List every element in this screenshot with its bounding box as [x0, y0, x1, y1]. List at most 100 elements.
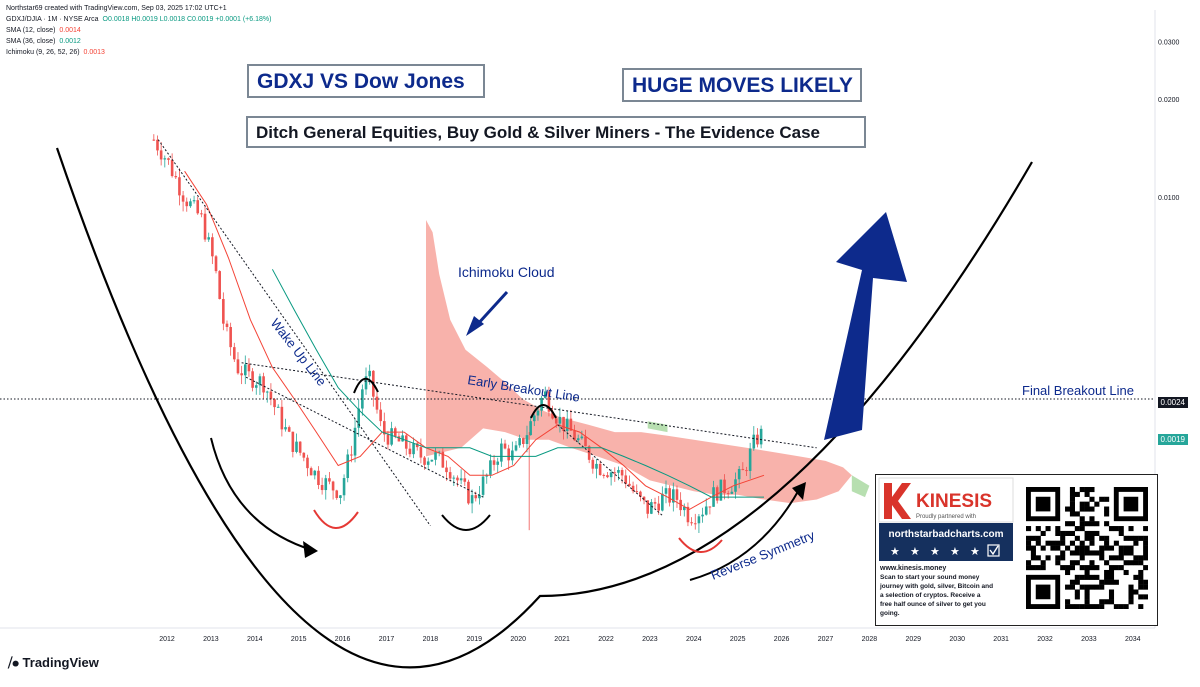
- svg-text:★: ★: [930, 546, 940, 558]
- ichimoku-cloud-bullish: [647, 421, 668, 433]
- candle-body: [624, 475, 628, 484]
- time-axis-tick: 2018: [423, 636, 439, 643]
- sma36-line: [271, 269, 764, 498]
- candle-body: [287, 427, 291, 432]
- candle-body: [280, 406, 284, 430]
- candle-body: [657, 503, 660, 511]
- kinesis-logo-icon: [884, 483, 911, 519]
- big-up-arrow-icon: [824, 212, 907, 440]
- ad-body-line: free half ounce of silver to get you: [880, 601, 986, 608]
- trend-line: [245, 376, 484, 498]
- candle-body: [565, 418, 569, 431]
- candle-body: [320, 485, 324, 491]
- candle-body: [562, 416, 565, 431]
- sma12-label: SMA (12, close): [6, 27, 56, 34]
- candle-body: [628, 483, 631, 486]
- ichimoku-cloud-label: Ichimoku Cloud: [458, 264, 555, 280]
- tradingview-brand: TradingView: [22, 655, 99, 670]
- candle-body: [262, 376, 265, 393]
- candle-body: [331, 481, 335, 491]
- curved-arrow: [689, 487, 801, 581]
- tradingview-logo[interactable]: ⧸⦁ TradingView: [8, 655, 99, 671]
- candle-body: [587, 446, 591, 460]
- candle-body: [609, 472, 613, 478]
- candle-body: [258, 376, 262, 386]
- candle-body: [536, 410, 540, 416]
- time-axis-tick: 2026: [774, 636, 790, 643]
- candle-body: [558, 416, 562, 424]
- qr-code-icon[interactable]: [1026, 487, 1149, 610]
- ad-body-line: journey with gold, silver, Bitcoin and: [879, 583, 993, 590]
- candle-body: [459, 478, 463, 481]
- candle-body: [448, 472, 452, 479]
- ad-body-line: going.: [880, 610, 900, 617]
- candle-body: [243, 364, 247, 376]
- time-axis-tick: 2031: [993, 636, 1009, 643]
- candle-body: [222, 298, 225, 324]
- candle-body: [185, 201, 189, 207]
- time-axis-tick: 2025: [730, 636, 746, 643]
- candle-body: [682, 506, 686, 511]
- candle-body: [580, 436, 584, 439]
- candle-body: [196, 200, 200, 214]
- arrow-head-icon: [466, 316, 484, 336]
- candle-body: [474, 495, 478, 499]
- candle-body: [452, 477, 456, 479]
- candle-body: [595, 463, 598, 469]
- candle-body: [639, 491, 642, 497]
- time-axis-tick: 2029: [906, 636, 922, 643]
- partner-site: northstarbadcharts.com: [888, 529, 1003, 540]
- candle-body: [704, 506, 708, 515]
- candle-body: [708, 506, 712, 508]
- candle-body: [302, 452, 306, 458]
- candle-body: [276, 406, 280, 408]
- price-axis-tick: 0.0200: [1158, 97, 1180, 104]
- candle-body: [386, 434, 390, 445]
- candle-body: [401, 435, 404, 442]
- time-axis-tick: 2023: [642, 636, 658, 643]
- candle-body: [551, 411, 554, 419]
- time-axis-tick: 2016: [335, 636, 351, 643]
- candle-body: [759, 428, 763, 445]
- candle-body: [189, 201, 192, 207]
- symbol-name: GDXJ/DJIA · 1M · NYSE Arca: [6, 16, 99, 23]
- candle-body: [273, 399, 276, 408]
- candle-body: [247, 364, 251, 372]
- candle-body: [650, 502, 653, 514]
- candle-body: [496, 461, 500, 465]
- kinesis-ad-panel[interactable]: KINESIS Proudly partnered with northstar…: [875, 474, 1158, 626]
- candle-body: [313, 470, 317, 476]
- final-breakout-line-label: Final Breakout Line: [1022, 383, 1134, 398]
- candle-body: [631, 485, 635, 492]
- svg-text:★: ★: [950, 546, 960, 558]
- candle-body: [668, 488, 671, 503]
- bottom-curve: [441, 514, 491, 531]
- sma12-legend[interactable]: SMA (12, close) 0.0014: [6, 26, 81, 36]
- candle-body: [686, 506, 690, 523]
- top-curve: [353, 377, 379, 394]
- sma36-legend[interactable]: SMA (36, close) 0.0012: [6, 37, 81, 47]
- candle-body: [423, 457, 426, 465]
- final-breakout-price-tag: 0.0024: [1157, 397, 1188, 408]
- candle-body: [339, 495, 342, 498]
- candle-body: [522, 438, 525, 444]
- time-axis-tick: 2012: [159, 636, 175, 643]
- time-axis-tick: 2019: [467, 636, 483, 643]
- sma36-value: 0.0012: [59, 38, 81, 45]
- ad-body-line: a selection of cryptos. Receive a: [880, 592, 981, 599]
- candle-body: [346, 454, 350, 479]
- symbol-legend[interactable]: GDXJ/DJIA · 1M · NYSE Arca O0.0018 H0.00…: [6, 15, 271, 25]
- candle-body: [737, 468, 741, 480]
- ichimoku-cloud-bullish: [851, 475, 870, 498]
- kinesis-brand: KINESIS: [916, 491, 992, 512]
- candle-body: [576, 438, 580, 441]
- candle-body: [635, 491, 639, 493]
- ohlc-values: O0.0018 H0.0019 L0.0018 C0.0019 +0.0001 …: [102, 16, 272, 23]
- ichimoku-label: Ichimoku (9, 26, 52, 26): [6, 49, 80, 56]
- time-axis-tick: 2015: [291, 636, 307, 643]
- candle-body: [598, 463, 602, 475]
- candle-body: [390, 428, 393, 445]
- ichimoku-legend[interactable]: Ichimoku (9, 26, 52, 26) 0.0013: [6, 48, 105, 58]
